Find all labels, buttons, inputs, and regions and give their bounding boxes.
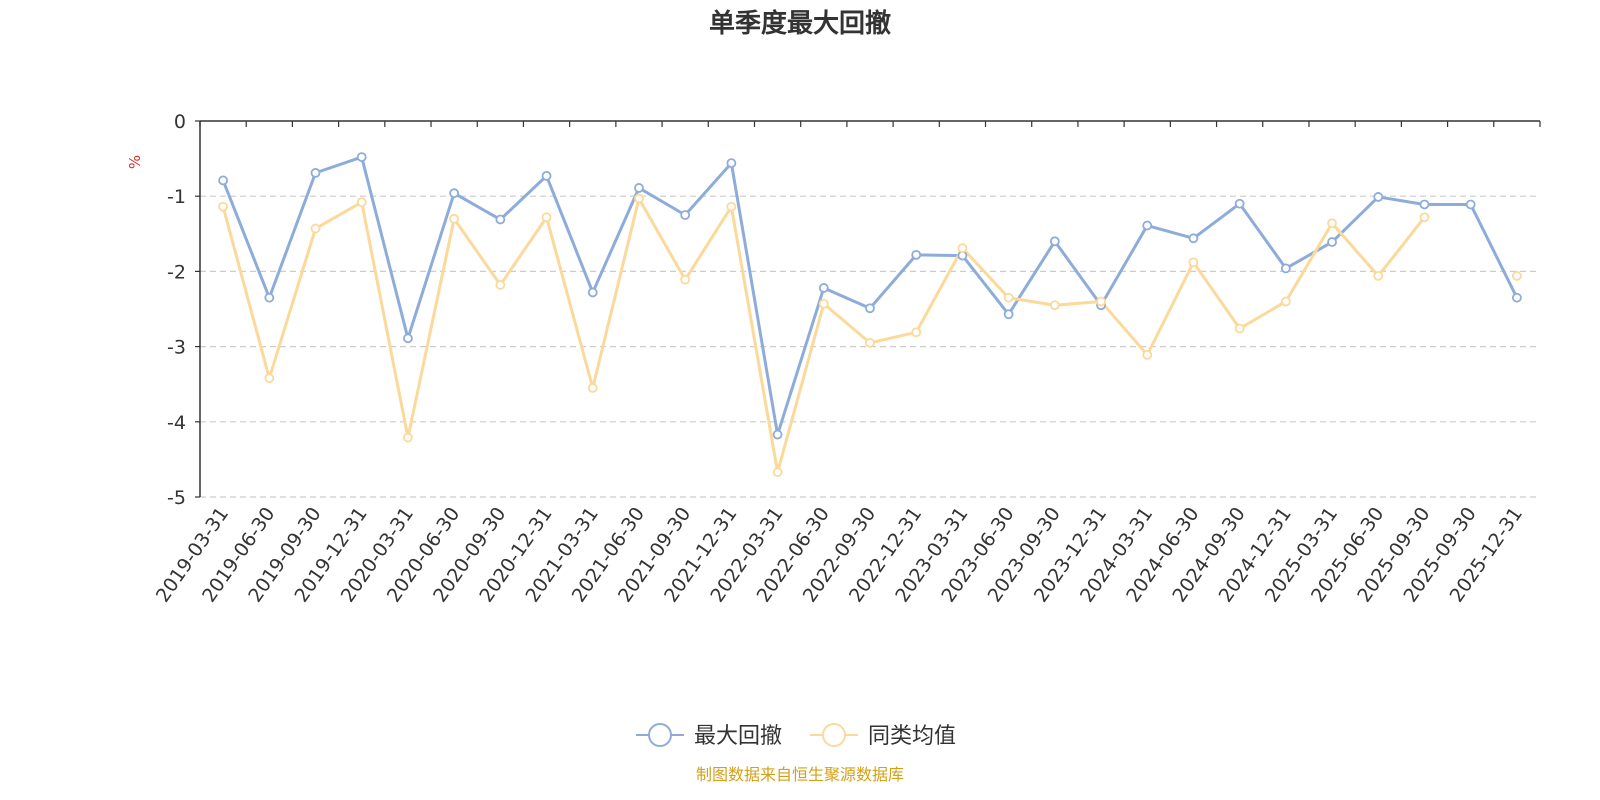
series-point-2 <box>680 274 691 285</box>
series-point-1 <box>495 214 506 225</box>
series-point-1 <box>1049 236 1060 247</box>
series-point-2 <box>957 243 968 253</box>
series-point-1 <box>1188 233 1199 244</box>
series-point-1 <box>865 303 875 314</box>
series-point-2 <box>1096 296 1106 307</box>
series-point-2 <box>1188 257 1199 268</box>
series-point-2 <box>1049 300 1060 311</box>
series-point-1 <box>1234 198 1245 209</box>
series-point-2 <box>1373 271 1384 281</box>
series-point-1 <box>264 292 275 303</box>
series-point-1 <box>1003 309 1014 320</box>
series-point-2 <box>911 327 922 338</box>
series-point-1 <box>1327 237 1337 247</box>
series-point-1 <box>1280 263 1291 274</box>
series-lines <box>218 152 1522 478</box>
series-point-2 <box>449 213 460 224</box>
series-point-1 <box>1419 199 1430 210</box>
series-point-2 <box>726 201 737 212</box>
series-point-1 <box>726 158 737 169</box>
series-line-2 <box>221 196 1426 474</box>
series-point-1 <box>1511 292 1522 303</box>
series-point-1 <box>541 170 552 181</box>
legend-label: 最大回撤 <box>694 724 782 749</box>
y-tick-label: -2 <box>167 261 186 283</box>
series-point-1 <box>818 283 829 293</box>
y-tick-labels: 0 -1 -2 -3 -4 -5 <box>167 111 186 509</box>
legend[interactable]: 最大回撤 同类均值 <box>636 723 956 749</box>
series-point-2 <box>1327 218 1337 229</box>
series-point-1 <box>218 175 229 186</box>
series-point-2 <box>1142 349 1153 360</box>
series-point-2 <box>634 193 644 204</box>
y-tick-label: -5 <box>167 487 186 509</box>
data-source-note: 制图数据来自恒生聚源数据库 <box>696 765 904 784</box>
series-point-2 <box>818 298 829 309</box>
series-point-1 <box>1465 199 1476 210</box>
series-point-1 <box>680 210 691 220</box>
y-tick-label: 0 <box>174 111 186 133</box>
series-point-1 <box>634 183 644 193</box>
series-point-2 <box>310 223 321 234</box>
series-point-1 <box>1373 192 1384 202</box>
series-point-2 <box>865 337 875 348</box>
series-point-1 <box>403 333 413 344</box>
series-point-1 <box>1142 220 1153 231</box>
series-point-2 <box>1511 271 1522 281</box>
chart-title: 单季度最大回撤 <box>709 8 891 39</box>
series-point-2 <box>356 197 367 208</box>
series-point-2 <box>1234 323 1245 334</box>
y-axis-unit-label: % <box>126 155 144 169</box>
series-point-2 <box>1419 212 1430 223</box>
legend-circle-icon <box>822 723 846 747</box>
legend-circle-icon <box>648 723 672 747</box>
legend-item-1[interactable]: 最大回撤 <box>636 723 782 749</box>
y-tick-label: -1 <box>167 186 186 208</box>
series-point-1 <box>587 287 598 298</box>
series-point-1 <box>356 152 367 162</box>
series-point-2 <box>772 467 783 478</box>
series-point-2 <box>218 201 229 212</box>
series-point-2 <box>587 383 598 393</box>
axes <box>195 120 1541 498</box>
series-point-1 <box>772 429 783 440</box>
series-point-2 <box>264 373 275 384</box>
y-tick-label: -4 <box>167 412 186 434</box>
series-point-1 <box>310 167 321 178</box>
legend-item-2[interactable]: 同类均值 <box>810 723 956 749</box>
series-point-2 <box>1280 296 1291 307</box>
series-point-2 <box>541 212 552 223</box>
series-point-1 <box>449 188 460 199</box>
series-point-2 <box>403 432 413 443</box>
series-point-2 <box>1003 292 1014 303</box>
x-tick-labels: 2019-03-312019-06-302019-09-302019-12-31… <box>152 503 1527 606</box>
legend-label: 同类均值 <box>868 724 956 749</box>
series-point-1 <box>911 249 922 260</box>
series-point-2 <box>495 280 506 290</box>
y-tick-label: -3 <box>167 337 186 359</box>
